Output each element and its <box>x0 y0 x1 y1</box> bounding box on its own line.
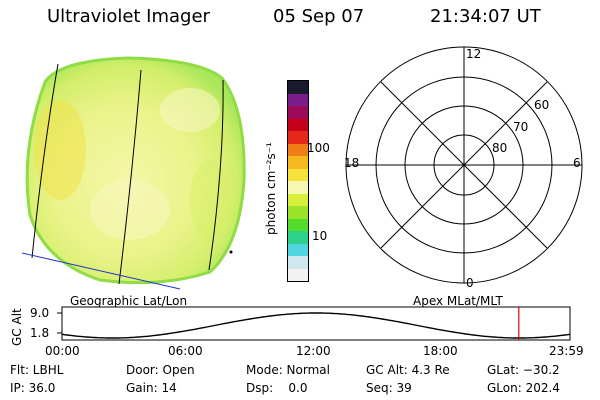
door-status: Door: Open <box>126 363 195 377</box>
colorbar-segment <box>288 181 308 194</box>
colorbar-segment <box>288 193 308 206</box>
strip-x-tick: 00:00 <box>45 344 80 358</box>
colorbar-tick-label: 10 <box>312 229 328 243</box>
glon-status: GLon: 202.4 <box>487 381 560 395</box>
gain-status: Gain: 14 <box>126 381 177 395</box>
latitude-line <box>21 252 181 290</box>
colorbar-segment <box>288 243 308 256</box>
colorbar-segment <box>288 218 308 231</box>
ip-status: IP: 36.0 <box>10 381 56 395</box>
polar-axis <box>380 81 548 249</box>
strip-y-tick: 9.0 <box>30 306 50 320</box>
colorbar-segment <box>288 131 308 144</box>
colorbar-segment <box>288 168 308 181</box>
polar-label-left: 18 <box>344 156 360 170</box>
colorbar-tick-label: 100 <box>307 141 330 155</box>
strip-x-tick: 18:00 <box>423 344 458 358</box>
colorbar-segment <box>288 118 308 131</box>
lat-label-70: 70 <box>513 120 529 134</box>
colorbar <box>287 80 309 282</box>
mode-status: Mode: Normal <box>246 363 330 377</box>
time-label: 21:34:07 UT <box>430 6 541 27</box>
strip-frame <box>61 306 571 341</box>
right-projection-label: Apex MLat/MLT <box>413 294 503 308</box>
left-projection-label: Geographic Lat/Lon <box>70 294 188 308</box>
colorbar-segment <box>288 256 308 269</box>
filter-status: Flt: LBHL <box>10 363 64 377</box>
colorbar-segment <box>288 93 308 106</box>
colorbar-segment <box>288 106 308 119</box>
lat-label-60: 60 <box>534 98 550 112</box>
gc-alt-status: GC Alt: 4.3 Re <box>366 363 450 377</box>
altitude-curve <box>61 312 571 339</box>
glat-status: GLat: −30.2 <box>487 363 560 377</box>
polar-label-right: 6 <box>573 156 581 170</box>
lat-label-80: 80 <box>492 141 508 155</box>
strip-x-tick: 06:00 <box>168 344 203 358</box>
strip-x-tick: 12:00 <box>296 344 331 358</box>
colorbar-segment <box>288 81 308 94</box>
date-label: 05 Sep 07 <box>273 6 365 27</box>
meridian-line <box>31 63 59 259</box>
dsp-status: Dsp: 0.0 <box>246 381 308 395</box>
polar-label-top: 12 <box>466 47 482 61</box>
colorbar-segment <box>288 268 308 281</box>
colorbar-segment <box>288 156 308 169</box>
colorbar-segment <box>288 206 308 219</box>
instrument-title: Ultraviolet Imager <box>47 6 210 27</box>
colorbar-segment <box>288 231 308 244</box>
colorbar-segment <box>288 143 308 156</box>
position-dot <box>229 250 233 254</box>
seq-status: Seq: 39 <box>366 381 412 395</box>
strip-y-tick: 1.8 <box>30 326 50 340</box>
polar-label-bottom: 0 <box>466 276 474 290</box>
meridian-line <box>118 69 142 285</box>
meridian-line <box>208 79 224 271</box>
strip-x-tick: 23:59 <box>549 344 584 358</box>
